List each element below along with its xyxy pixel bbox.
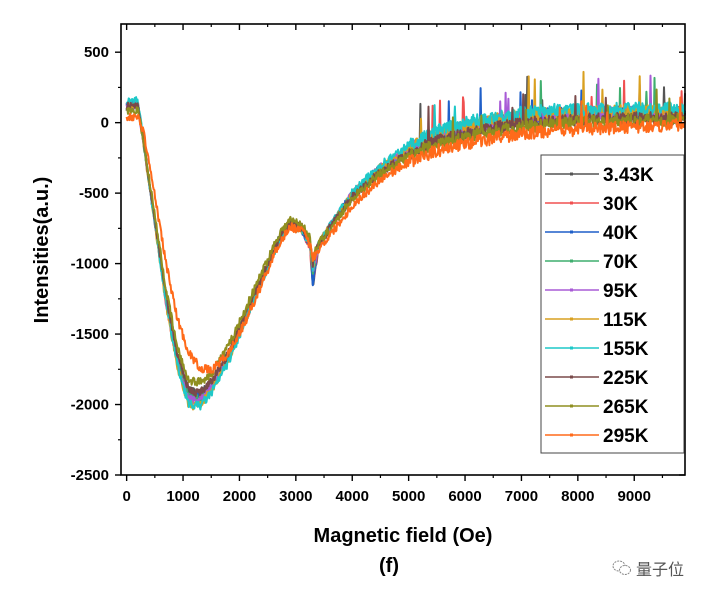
x-tick-label: 6000 bbox=[448, 488, 481, 505]
legend-marker bbox=[570, 346, 573, 350]
panel-label: (f) bbox=[379, 555, 399, 577]
legend-label: 70K bbox=[603, 252, 638, 273]
legend-item: 40K bbox=[545, 223, 638, 244]
wechat-icon bbox=[612, 560, 632, 576]
watermark-text: 量子位 bbox=[636, 560, 685, 579]
x-tick-label: 1000 bbox=[166, 488, 199, 505]
legend-item: 295K bbox=[545, 426, 649, 447]
legend-item: 115K bbox=[545, 310, 648, 331]
legend-marker bbox=[570, 404, 573, 408]
plot-frame bbox=[120, 23, 686, 476]
series-layer bbox=[125, 70, 686, 411]
x-tick-label: 9000 bbox=[618, 488, 651, 505]
x-tick-label: 4000 bbox=[336, 488, 369, 505]
y-tick-label: -500 bbox=[79, 185, 109, 202]
x-tick-label: 8000 bbox=[561, 488, 594, 505]
legend-label: 3.43K bbox=[603, 165, 654, 186]
x-tick-label: 7000 bbox=[505, 488, 538, 505]
legend-label: 225K bbox=[603, 368, 649, 389]
y-tick-label: -2500 bbox=[71, 467, 109, 484]
x-tick-label: 3000 bbox=[279, 488, 312, 505]
y-tick-label: 500 bbox=[84, 44, 109, 61]
ticks-layer: 0 1000 2000 3000 4000 5000 6000 7000 8000 9000500… bbox=[71, 24, 685, 505]
legend-item: 70K bbox=[545, 252, 638, 273]
legend-label: 40K bbox=[603, 223, 638, 244]
legend-marker bbox=[570, 288, 573, 292]
legend-label: 95K bbox=[603, 281, 638, 302]
legend-marker bbox=[570, 375, 573, 379]
legend-item: 95K bbox=[545, 281, 638, 302]
y-tick-label: -1500 bbox=[71, 326, 109, 343]
legend-box bbox=[540, 154, 685, 454]
series-line-155K bbox=[125, 96, 686, 411]
legend-label: 265K bbox=[603, 397, 649, 418]
y-tick-label: -2000 bbox=[71, 397, 109, 414]
legend-marker bbox=[570, 230, 573, 234]
x-axis-title: Magnetic field (Oe) bbox=[314, 525, 493, 547]
x-tick-label: 0 bbox=[122, 488, 130, 505]
legend: 3.43K 30K 40K 70K 95K 115K 155K 225K 265K 295K bbox=[540, 154, 685, 454]
legend-label: 115K bbox=[603, 310, 648, 331]
legend-marker bbox=[570, 259, 573, 263]
x-tick-label: 2000 bbox=[223, 488, 256, 505]
series-line-295K bbox=[125, 96, 686, 374]
watermark: 量子位 bbox=[612, 556, 684, 580]
legend-label: 295K bbox=[603, 426, 649, 447]
x-tick-label: 5000 bbox=[392, 488, 425, 505]
legend-marker bbox=[570, 317, 573, 321]
legend-label: 30K bbox=[603, 194, 638, 215]
legend-marker bbox=[570, 433, 573, 437]
legend-item: 265K bbox=[545, 397, 649, 418]
legend-item: 225K bbox=[545, 368, 649, 389]
legend-marker bbox=[570, 201, 573, 205]
legend-label: 155K bbox=[603, 339, 649, 360]
y-axis-title: Intensities(a.u.) bbox=[31, 177, 53, 324]
legend-item: 155K bbox=[545, 339, 649, 360]
y-tick-label: -1000 bbox=[71, 256, 109, 273]
y-tick-label: 0 bbox=[101, 115, 109, 132]
legend-item: 30K bbox=[545, 194, 638, 215]
legend-marker bbox=[570, 172, 573, 176]
legend-item: 3.43K bbox=[545, 165, 654, 186]
